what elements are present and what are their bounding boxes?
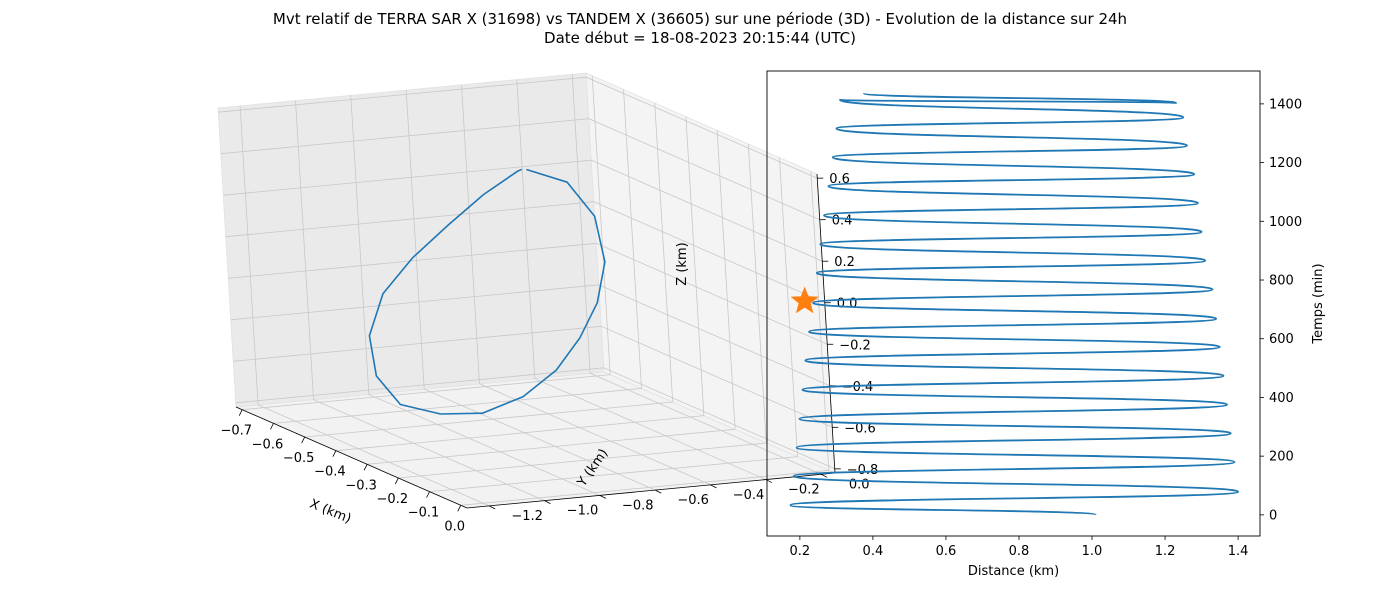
x-axis-label: Distance (km)	[968, 564, 1059, 579]
plot-3d: −0.7−0.6−0.5−0.4−0.3−0.2−0.10.0−1.2 −1.0−…	[217, 72, 879, 534]
origin-star-marker	[790, 286, 819, 314]
x-tick-label: −0.5	[283, 451, 315, 466]
grid-line-z	[218, 76, 818, 179]
grid-line-y	[461, 84, 711, 486]
x-tick	[457, 505, 462, 512]
z-tick-label: −0.4	[842, 380, 874, 395]
x-tick	[270, 423, 274, 430]
grid-line-y	[239, 105, 490, 507]
x-tick-label: −0.6	[252, 437, 284, 452]
grid-line-y	[350, 95, 600, 496]
y-tick-label: 1000	[1269, 215, 1302, 230]
orbit-line	[368, 168, 606, 415]
x-tick-label: −0.1	[408, 506, 440, 521]
y-tick-label: −0.4	[733, 488, 765, 503]
grid-line-x	[273, 89, 642, 424]
x-tick-label: −0.3	[345, 478, 377, 493]
grid-line-z	[235, 367, 835, 470]
x-tick-label: 1.4	[1228, 544, 1249, 559]
y-tick-label: −0.6	[677, 493, 709, 508]
grid-line-x	[367, 130, 736, 465]
x-tick	[363, 464, 368, 471]
y-tick	[820, 473, 828, 478]
z-tick-label: −0.6	[844, 421, 876, 436]
y-axis-line	[466, 472, 836, 509]
y-tick-label: 0.0	[849, 477, 870, 492]
x-tick-label: −0.2	[377, 492, 409, 507]
plot-frame	[766, 70, 1261, 537]
x-tick-label: 0.0	[444, 519, 465, 534]
grid-line-x	[398, 143, 767, 479]
title-line-1: Mvt relatif de TERRA SAR X (31698) vs TA…	[272, 10, 1128, 28]
z-axis-label: Z (km)	[675, 242, 690, 285]
grid-line-x	[460, 171, 830, 506]
grid-line-z	[225, 201, 825, 304]
x-axis-line	[235, 406, 468, 509]
plot-distance-time: 0.2 0.4 0.6 0.8 1.0 1.2 1.4 0 200 400 600 800 1000 12…	[766, 70, 1326, 579]
y-tick-label: −0.8	[622, 498, 654, 513]
distance-line	[789, 92, 1239, 516]
x-tick-label: 0.2	[790, 544, 811, 559]
y-tick-label: 800	[1269, 274, 1294, 289]
x-tick-label: −0.4	[314, 465, 346, 480]
y-tick	[488, 505, 496, 510]
grid-line-z	[228, 242, 828, 345]
y-tick-label: −0.2	[788, 483, 820, 498]
y-tick-label: 1200	[1269, 156, 1302, 171]
grid-line-z	[220, 118, 820, 221]
x-tick-label: 0.8	[1009, 544, 1030, 559]
grid-line-x	[335, 116, 705, 452]
grid-line-z	[223, 159, 823, 262]
y-axis-label: Temps (min)	[1311, 263, 1326, 344]
grid-line-z	[233, 325, 833, 428]
x-tick-label: 0.4	[863, 544, 884, 559]
y-tick	[599, 495, 606, 499]
y-tick-label: −1.0	[567, 504, 599, 519]
x-tick	[238, 409, 243, 416]
z-tick-label: −0.2	[839, 338, 871, 353]
y-tick-label: 0	[1269, 508, 1277, 523]
z-tick-label: −0.8	[847, 463, 879, 478]
x-tick	[394, 477, 399, 485]
x-tick	[301, 436, 306, 444]
y-tick-label: −1.2	[511, 509, 543, 524]
x-tick	[426, 491, 430, 498]
x-tick-label: 1.0	[1082, 544, 1103, 559]
y-tick-label: 200	[1269, 450, 1294, 465]
grid-line-x	[242, 75, 611, 411]
z-tick-label: 0.2	[834, 255, 855, 270]
grid-line-y	[405, 90, 656, 491]
x-tick	[332, 450, 337, 457]
y-tick	[654, 489, 662, 494]
x-tick-label: −0.7	[220, 424, 252, 439]
grid-line-x	[304, 102, 674, 438]
title-line-2: Date début = 18-08-2023 20:15:44 (UTC)	[544, 29, 856, 47]
grid-line-y	[571, 74, 822, 475]
figure-title: Mvt relatif de TERRA SAR X (31698) vs TA…	[0, 10, 1400, 48]
y-tick-label: 400	[1269, 391, 1294, 406]
y-tick	[710, 484, 717, 489]
y-tick	[544, 500, 551, 504]
y-tick-label: 1400	[1269, 97, 1302, 112]
x-axis-label: X (km)	[307, 497, 353, 527]
y-tick-label: 600	[1269, 332, 1294, 347]
z-axis-line	[816, 173, 836, 474]
grid-line-x	[429, 157, 798, 492]
z-tick-label: 0.4	[832, 214, 853, 229]
x-tick-label: 1.2	[1155, 544, 1176, 559]
grid-line-y	[295, 100, 545, 501]
grid-line-z	[230, 284, 830, 387]
grid-line-y	[516, 79, 766, 480]
x-tick-label: 0.6	[936, 544, 957, 559]
